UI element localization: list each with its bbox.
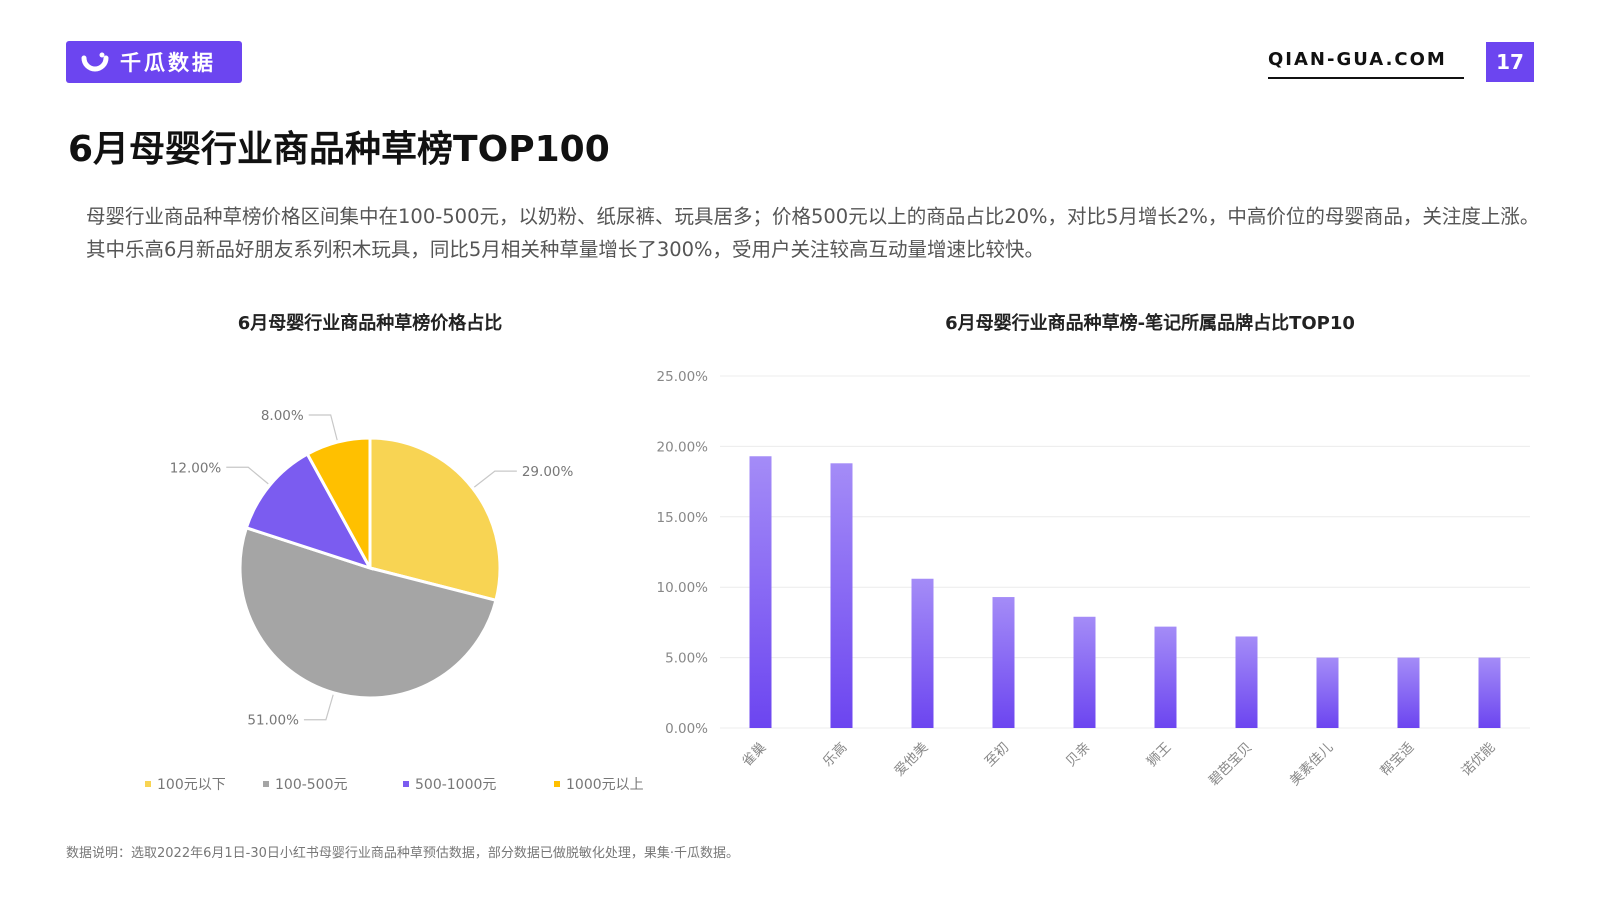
legend-label: 1000元以上 [566,777,644,793]
y-tick-label: 10.00% [657,580,709,596]
data-footnote: 数据说明：选取2022年6月1日-30日小红书母婴行业商品种草预估数据，部分数据… [66,846,739,861]
x-tick-label: 至初 [981,739,1012,770]
x-tick-label: 帮宝适 [1377,740,1417,780]
x-tick-label: 雀巢 [739,740,769,770]
pie-slice [238,525,498,700]
y-tick-label: 5.00% [665,651,708,667]
site-url-underline [1268,77,1464,79]
brand-logo: 千瓜数据 [66,41,242,83]
x-tick-label: 乐高 [819,739,850,770]
legend-swatch [403,781,409,787]
legend-swatch [145,781,151,787]
pie-slice [368,436,502,603]
summary-text: 母婴行业商品种草榜价格区间集中在100-500元，以奶粉、纸尿裤、玩具居多；价格… [86,205,1540,261]
price-share-pie-chart: 29.00% 51.00% 12.00% 8.00% 100元以下 100-500元 500… [145,408,644,793]
bar [1073,616,1096,728]
y-tick-label: 20.00% [657,439,709,455]
bar-chart-title: 6月母婴行业商品种草榜-笔记所属品牌占比TOP10 [945,313,1355,334]
brand-share-bar-chart: 0.00% 5.00% 10.00% 15.00% 20.00% 25.00% 雀巢 乐高 爱他… [657,369,1530,789]
legend-label: 100元以下 [157,777,226,793]
x-tick-label: 美素佳儿 [1287,739,1337,789]
y-tick-label: 0.00% [665,721,708,737]
x-tick-label: 贝亲 [1063,740,1093,770]
y-tick-label: 15.00% [657,510,709,526]
pie-slice [305,436,372,569]
legend-swatch [554,781,560,787]
pie-value-label: 29.00% [522,464,574,480]
pie-chart-title: 6月母婴行业商品种草榜价格占比 [237,313,503,334]
bar [749,456,772,728]
pie-slice [244,452,374,571]
bar [911,578,934,728]
bar [1397,657,1420,728]
pie-value-label: 8.00% [261,408,304,424]
x-tick-label: 诺优能 [1458,740,1498,780]
pie-label-leader [473,470,517,488]
bar [1478,657,1501,728]
bar [1154,626,1177,728]
legend-label: 500-1000元 [415,777,496,793]
bar [992,597,1015,728]
y-tick-label: 25.00% [657,369,709,385]
x-tick-label: 碧芭宝贝 [1206,740,1255,789]
pie-label-leader [303,694,334,721]
x-tick-label: 狮王 [1144,740,1174,770]
pie-value-label: 12.00% [170,460,222,476]
site-url: QIAN-GUA.COM [1268,49,1447,70]
page-title: 6月母婴行业商品种草榜TOP100 [68,129,610,170]
bar [830,463,853,728]
pie-label-leader [226,466,269,485]
page-number: 17 [1486,42,1534,82]
legend-swatch [263,781,269,787]
bar [1235,636,1258,728]
bar [1316,657,1339,728]
pie-value-label: 51.00% [247,713,299,729]
brand-swirl-icon [81,52,109,72]
pie-label-leader [308,414,338,441]
legend-label: 100-500元 [275,777,348,793]
x-tick-label: 爱他美 [891,740,931,780]
logo-text: 千瓜数据 [120,51,216,75]
